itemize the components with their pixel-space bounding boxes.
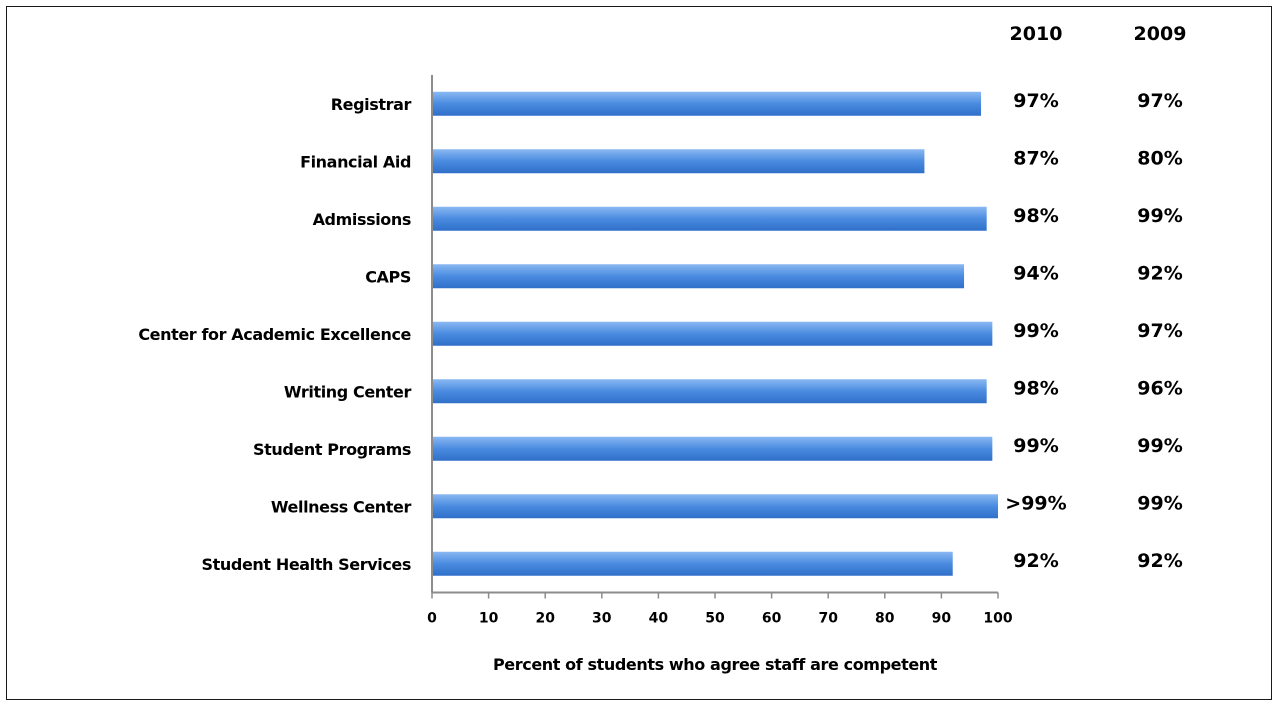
x-tick-label: 40: [649, 611, 669, 627]
category-label: Center for Academic Excellence: [138, 325, 411, 344]
x-tick-label: 0: [427, 611, 437, 627]
column-header: 2010: [1010, 23, 1063, 45]
x-tick-label: 50: [705, 611, 725, 627]
value-label: 87%: [1013, 147, 1058, 169]
value-label: 94%: [1013, 262, 1058, 284]
x-tick-label: 10: [479, 611, 499, 627]
bar-7: [432, 494, 998, 519]
category-label: Registrar: [331, 95, 412, 114]
value-label: 99%: [1137, 435, 1182, 457]
category-label: Financial Aid: [300, 152, 411, 171]
bar-4: [432, 321, 993, 346]
column-header: 2009: [1134, 23, 1187, 45]
x-axis-title: Percent of students who agree staff are …: [493, 655, 938, 674]
x-tick-label: 90: [932, 611, 952, 627]
value-label: 99%: [1137, 492, 1182, 514]
value-label: 97%: [1137, 90, 1182, 112]
x-tick-label: 100: [983, 611, 1012, 627]
value-label: >99%: [1005, 492, 1066, 514]
category-label: Wellness Center: [271, 497, 412, 516]
value-label: 80%: [1137, 147, 1182, 169]
x-tick-label: 30: [592, 611, 612, 627]
x-tick-label: 20: [535, 611, 555, 627]
bar-8: [432, 551, 953, 576]
value-label: 92%: [1013, 550, 1058, 572]
bar-2: [432, 206, 987, 231]
category-label: Admissions: [313, 210, 411, 229]
value-label: 98%: [1013, 377, 1058, 399]
bar-1: [432, 149, 925, 174]
value-label: 97%: [1137, 320, 1182, 342]
value-label: 99%: [1013, 320, 1058, 342]
bar-3: [432, 264, 965, 289]
x-tick-label: 80: [875, 611, 895, 627]
category-label: Student Programs: [253, 440, 411, 459]
category-label: Writing Center: [284, 382, 412, 401]
category-label: CAPS: [365, 267, 411, 286]
chart-frame: [6, 6, 1272, 700]
value-label: 96%: [1137, 377, 1182, 399]
value-label: 92%: [1137, 262, 1182, 284]
category-label: Student Health Services: [202, 555, 411, 574]
bar-0: [432, 91, 982, 116]
bar-6: [432, 436, 993, 461]
x-tick-label: 60: [762, 611, 782, 627]
bar-5: [432, 379, 987, 404]
x-tick-label: 70: [818, 611, 838, 627]
value-label: 98%: [1013, 205, 1058, 227]
value-label: 99%: [1013, 435, 1058, 457]
value-label: 97%: [1013, 90, 1058, 112]
value-label: 92%: [1137, 550, 1182, 572]
value-label: 99%: [1137, 205, 1182, 227]
